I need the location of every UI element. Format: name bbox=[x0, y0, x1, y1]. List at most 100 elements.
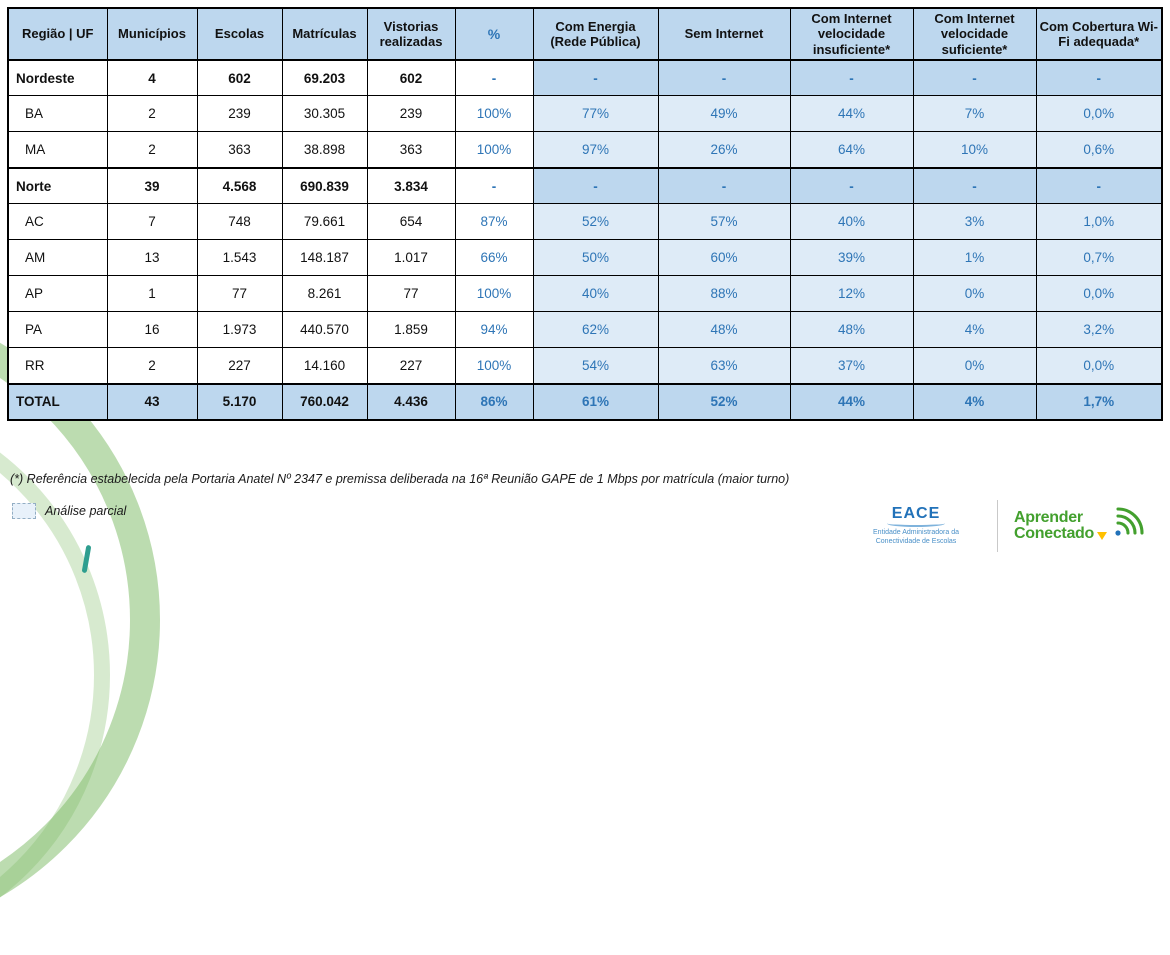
table-row-pa: PA 16 1.973 440.570 1.859 94% 62% 48% 48% 4% 3,2% bbox=[7, 311, 1163, 349]
table-cell: 100% bbox=[454, 131, 534, 169]
table-cell: 10% bbox=[912, 131, 1037, 169]
table-cell: 1% bbox=[912, 239, 1037, 277]
table-cell: 3.834 bbox=[366, 166, 456, 205]
table-cell: 66% bbox=[454, 239, 534, 277]
table-row-ba: BA 2 239 30.305 239 100% 77% 49% 44% 7% 0,0% bbox=[7, 95, 1163, 133]
footnote: (*) Referência estabelecida pela Portari… bbox=[10, 472, 790, 486]
legend-label: Análise parcial bbox=[45, 504, 127, 518]
table-cell: - bbox=[912, 166, 1037, 205]
aprender-text: Aprender bbox=[1014, 508, 1083, 526]
table-cell: 7% bbox=[912, 95, 1037, 133]
conectado-text: Conectado bbox=[1014, 525, 1094, 542]
table-cell: 40% bbox=[532, 275, 659, 313]
table-cell: 60% bbox=[657, 239, 791, 277]
table-row-rr: RR 2 227 14.160 227 100% 54% 63% 37% 0% 0,0% bbox=[7, 347, 1163, 385]
table-cell: RR bbox=[7, 347, 108, 385]
eace-subtitle: Entidade Administradora da Conectividade… bbox=[873, 529, 960, 545]
table-cell: TOTAL bbox=[7, 382, 108, 421]
table-cell: 16 bbox=[106, 311, 198, 349]
column-header: Escolas bbox=[196, 7, 283, 61]
table-cell: 690.839 bbox=[281, 166, 368, 205]
table-row-ac: AC 7 748 79.661 654 87% 52% 57% 40% 3% 1,0% bbox=[7, 203, 1163, 241]
column-header: Matrículas bbox=[281, 7, 368, 61]
column-header: Região | UF bbox=[7, 7, 108, 61]
table-row-ap: AP 1 77 8.261 77 100% 40% 88% 12% 0% 0,0% bbox=[7, 275, 1163, 313]
table-cell: 0% bbox=[912, 275, 1037, 313]
table-cell: 0,0% bbox=[1035, 347, 1163, 385]
table-cell: 3% bbox=[912, 203, 1037, 241]
logo-area: EACE Entidade Administradora da Conectiv… bbox=[851, 500, 1146, 552]
table-cell: 1,0% bbox=[1035, 203, 1163, 241]
table-cell: 148.187 bbox=[281, 239, 368, 277]
table-cell: 1.859 bbox=[366, 311, 456, 349]
table-cell: 44% bbox=[789, 95, 914, 133]
table-cell: 38.898 bbox=[281, 131, 368, 169]
table-cell: - bbox=[454, 166, 534, 205]
table-cell: 63% bbox=[657, 347, 791, 385]
table-cell: - bbox=[1035, 58, 1163, 97]
table-cell: 14.160 bbox=[281, 347, 368, 385]
table-cell: 61% bbox=[532, 382, 659, 421]
table-cell: 227 bbox=[366, 347, 456, 385]
column-header: Com Energia (Rede Pública) bbox=[532, 7, 659, 61]
table-cell: - bbox=[532, 58, 659, 97]
table-cell: 0,6% bbox=[1035, 131, 1163, 169]
table-cell: 26% bbox=[657, 131, 791, 169]
table-cell: 62% bbox=[532, 311, 659, 349]
table-cell: Nordeste bbox=[7, 58, 108, 97]
table-cell: 4 bbox=[106, 58, 198, 97]
table-cell: - bbox=[912, 58, 1037, 97]
table-cell: 3,2% bbox=[1035, 311, 1163, 349]
table-row-ma: MA 2 363 38.898 363 100% 97% 26% 64% 10% 0,6% bbox=[7, 131, 1163, 169]
table-cell: 12% bbox=[789, 275, 914, 313]
table-cell: Norte bbox=[7, 166, 108, 205]
table-cell: 48% bbox=[789, 311, 914, 349]
legend: Análise parcial bbox=[12, 503, 126, 519]
table-cell: - bbox=[532, 166, 659, 205]
table-cell: 40% bbox=[789, 203, 914, 241]
column-header: Vistorias realizadas bbox=[366, 7, 456, 61]
table-row-total: TOTAL 43 5.170 760.042 4.436 86% 61% 52% 44% 4% 1,… bbox=[7, 382, 1163, 421]
table-cell: 88% bbox=[657, 275, 791, 313]
table-cell: 77 bbox=[366, 275, 456, 313]
table-cell: 440.570 bbox=[281, 311, 368, 349]
table-cell: 2 bbox=[106, 347, 198, 385]
table-cell: 239 bbox=[366, 95, 456, 133]
table-cell: 57% bbox=[657, 203, 791, 241]
table-cell: 13 bbox=[106, 239, 198, 277]
table-cell: 37% bbox=[789, 347, 914, 385]
table-cell: 54% bbox=[532, 347, 659, 385]
table-cell: 39% bbox=[789, 239, 914, 277]
table-cell: 52% bbox=[657, 382, 791, 421]
wifi-icon bbox=[1115, 507, 1144, 536]
table-cell: - bbox=[454, 58, 534, 97]
table-cell: 227 bbox=[196, 347, 283, 385]
table-cell: 0% bbox=[912, 347, 1037, 385]
table-cell: 239 bbox=[196, 95, 283, 133]
page: Região | UF Municípios Escolas Matrículas Vi… bbox=[0, 7, 1163, 955]
table-cell: - bbox=[657, 58, 791, 97]
header-row: Região | UF Municípios Escolas Matrículas Vi… bbox=[7, 7, 1163, 61]
table-cell: 77% bbox=[532, 95, 659, 133]
table-cell: 64% bbox=[789, 131, 914, 169]
table-cell: 4% bbox=[912, 382, 1037, 421]
table-cell: 748 bbox=[196, 203, 283, 241]
table-cell: MA bbox=[7, 131, 108, 169]
table-cell: 1.543 bbox=[196, 239, 283, 277]
table-cell: 97% bbox=[532, 131, 659, 169]
table-cell: 100% bbox=[454, 275, 534, 313]
table-cell: 100% bbox=[454, 347, 534, 385]
table-cell: 4.436 bbox=[366, 382, 456, 421]
table-row-nordeste: Nordeste 4 602 69.203 602- - - - - - bbox=[7, 58, 1163, 97]
yellow-triangle-icon bbox=[1097, 532, 1107, 541]
table-cell: 30.305 bbox=[281, 95, 368, 133]
table-cell: 77 bbox=[196, 275, 283, 313]
table-cell: 2 bbox=[106, 131, 198, 169]
table-cell: - bbox=[657, 166, 791, 205]
table-cell: 100% bbox=[454, 95, 534, 133]
table-cell: 49% bbox=[657, 95, 791, 133]
table-cell: 87% bbox=[454, 203, 534, 241]
table-cell: 79.661 bbox=[281, 203, 368, 241]
table-cell: 602 bbox=[366, 58, 456, 97]
table-cell: 7 bbox=[106, 203, 198, 241]
